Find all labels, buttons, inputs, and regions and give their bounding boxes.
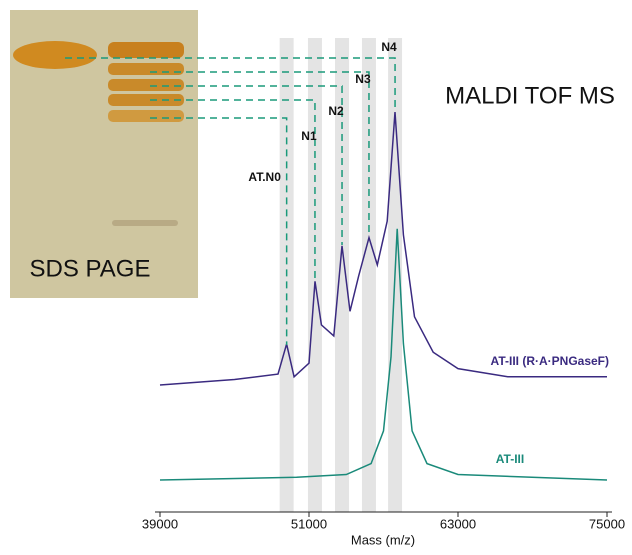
trace — [159, 228, 608, 481]
peak-band — [335, 38, 350, 512]
peak-label: N2 — [328, 104, 344, 118]
x-tick-label: 51000 — [291, 516, 327, 531]
gel-label: SDS PAGE — [30, 255, 151, 282]
trace — [159, 111, 607, 386]
gel-band — [108, 94, 184, 106]
connector — [150, 71, 370, 237]
gel-band — [108, 79, 184, 91]
peak-label: N3 — [355, 72, 371, 86]
connector — [65, 57, 396, 112]
peak-label: N1 — [301, 129, 317, 143]
peak-label: N4 — [381, 40, 397, 54]
x-tick-label: 63000 — [440, 516, 476, 531]
gel-band — [108, 110, 184, 122]
connector — [150, 85, 343, 245]
gel-band — [108, 63, 184, 75]
x-tick-label: 75000 — [589, 516, 625, 531]
gel-band — [108, 42, 184, 58]
connector — [150, 117, 288, 345]
gel-band — [13, 41, 97, 69]
legend-label: AT-III (R·A·PNGaseF) — [491, 354, 609, 368]
gel-image: SDS PAGE — [10, 10, 198, 298]
legend-label: AT-III — [496, 452, 524, 466]
gel-band — [112, 220, 178, 226]
connector — [150, 99, 316, 280]
x-tick-label: 39000 — [142, 516, 178, 531]
x-axis-label: Mass (m/z) — [351, 532, 415, 547]
peak-label: AT.N0 — [248, 170, 281, 184]
peak-band — [361, 38, 376, 512]
chart-title: MALDI TOF MS — [445, 82, 615, 109]
